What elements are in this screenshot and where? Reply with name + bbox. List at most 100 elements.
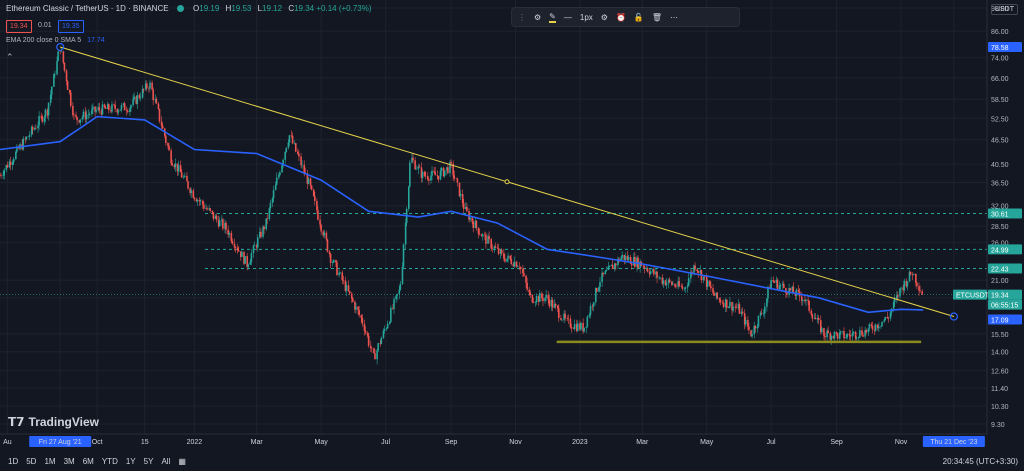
- date-range-icon[interactable]: ▦: [178, 457, 186, 466]
- timeframe-5d[interactable]: 5D: [26, 457, 37, 466]
- trend-start-handle[interactable]: [56, 42, 65, 52]
- collapse-legend-icon[interactable]: ⌃: [6, 52, 14, 62]
- candle-body: [737, 304, 740, 308]
- candle-body: [732, 306, 734, 311]
- candle-body: [550, 299, 553, 307]
- trend-mid-handle[interactable]: [504, 179, 510, 185]
- candle-body: [490, 239, 492, 249]
- candle-body: [246, 256, 248, 267]
- indicator-legend[interactable]: EMA 200 close 0 SMA 5 17.74: [6, 37, 105, 44]
- candle-body: [127, 111, 129, 113]
- more-icon[interactable]: ⋯: [670, 12, 679, 22]
- price-tick-label: 40.50: [991, 162, 1009, 169]
- candle-body: [149, 82, 151, 89]
- candle-body: [11, 162, 14, 165]
- candle-body: [900, 287, 902, 289]
- candle-body: [759, 312, 762, 316]
- candle-body: [63, 62, 66, 71]
- candle-body: [374, 353, 376, 360]
- candle-body: [157, 103, 160, 109]
- candle-body: [566, 318, 569, 319]
- candle-body: [73, 114, 75, 116]
- candle-body: [810, 310, 813, 315]
- candle-body: [87, 114, 90, 115]
- timeframe-all[interactable]: All: [161, 457, 171, 466]
- time-axis[interactable]: Au Fri 27 Aug '21 Oct 15 2022 Mar May Jul Sep Nov…: [3, 436, 985, 447]
- sell-price-box[interactable]: 19.34: [6, 20, 32, 33]
- candle-body: [91, 109, 93, 115]
- candle-body: [290, 135, 293, 136]
- template-icon[interactable]: ⚙: [534, 12, 542, 22]
- candle-body: [265, 218, 267, 230]
- alert-icon[interactable]: ⏰: [615, 12, 626, 22]
- timeframe-1d[interactable]: 1D: [8, 457, 19, 466]
- candle-body: [252, 245, 255, 254]
- candle-body: [613, 263, 616, 270]
- candle-body: [588, 314, 591, 317]
- candle-body: [154, 99, 157, 101]
- line-color-icon[interactable]: ✎: [549, 11, 556, 23]
- timeframe-3m[interactable]: 3M: [63, 457, 75, 466]
- currency-label[interactable]: USDT: [990, 4, 1018, 15]
- candle-body: [184, 175, 186, 177]
- timeframe-5y[interactable]: 5Y: [143, 457, 154, 466]
- candle-body: [836, 333, 839, 339]
- candle-body: [114, 104, 116, 110]
- candle-body: [301, 164, 303, 166]
- candle-body: [428, 179, 430, 181]
- candle-body: [832, 335, 835, 339]
- lock-icon[interactable]: 🔓: [633, 12, 644, 22]
- timeframe-1y[interactable]: 1Y: [125, 457, 136, 466]
- candle-body: [838, 332, 841, 339]
- ohlc-legend: Ethereum Classic / TetherUS · 1D · BINAN…: [6, 4, 372, 13]
- candle-body: [794, 293, 797, 296]
- candle-body: [217, 219, 220, 227]
- candle-body: [561, 319, 563, 321]
- candle-body: [718, 298, 721, 300]
- price-axis[interactable]: 9.3010.3011.4012.6014.0015.5019.0021.002…: [991, 6, 1009, 429]
- candle-body: [390, 307, 392, 322]
- candle-body: [697, 271, 700, 273]
- timeframe-1m[interactable]: 1M: [44, 457, 56, 466]
- price-tag-bg: [988, 42, 1022, 53]
- candle-body: [748, 326, 750, 331]
- clock[interactable]: 20:34:45 (UTC+3:30): [942, 457, 1018, 466]
- candle-body: [472, 221, 475, 229]
- settings-icon[interactable]: ⚙: [600, 12, 608, 22]
- symbol-title[interactable]: Ethereum Classic / TetherUS · 1D · BINAN…: [6, 4, 169, 13]
- price-tag-bg: [988, 244, 1022, 255]
- candle-body: [526, 282, 528, 290]
- timeframe-ytd[interactable]: YTD: [101, 457, 118, 466]
- candle-body: [821, 328, 823, 333]
- candle-body: [887, 318, 890, 319]
- candle-body: [442, 167, 445, 177]
- line-style-icon[interactable]: —: [563, 12, 572, 22]
- candle-body: [488, 236, 490, 240]
- price-tick-label: 86.00: [991, 29, 1009, 36]
- line-width-label[interactable]: 1px: [579, 12, 593, 22]
- candle-body: [285, 147, 288, 152]
- candle-body: [684, 287, 687, 289]
- horizontal-levels[interactable]: [0, 213, 987, 295]
- candle-body: [513, 261, 516, 267]
- candle-body: [661, 277, 664, 284]
- timeframe-6m[interactable]: 6M: [82, 457, 94, 466]
- buy-price-box[interactable]: 19.35: [58, 20, 84, 33]
- candle-body: [534, 301, 537, 303]
- candle-body: [627, 257, 630, 261]
- candle-body: [725, 299, 728, 308]
- candle-body: [589, 305, 592, 315]
- candle-body: [512, 263, 515, 267]
- candle-body: [487, 236, 489, 244]
- candle-body: [553, 304, 556, 308]
- candle-body: [183, 176, 185, 178]
- delete-icon[interactable]: 🗑: [651, 12, 663, 22]
- drag-handle-icon[interactable]: ⋮: [518, 12, 526, 22]
- candle-body: [519, 267, 522, 269]
- time-tick-label: Fri 27 Aug '21: [39, 439, 82, 446]
- candle-body: [816, 317, 819, 320]
- trend-end-handle[interactable]: [949, 312, 958, 321]
- candle-body: [889, 312, 892, 319]
- candle-body: [50, 86, 53, 95]
